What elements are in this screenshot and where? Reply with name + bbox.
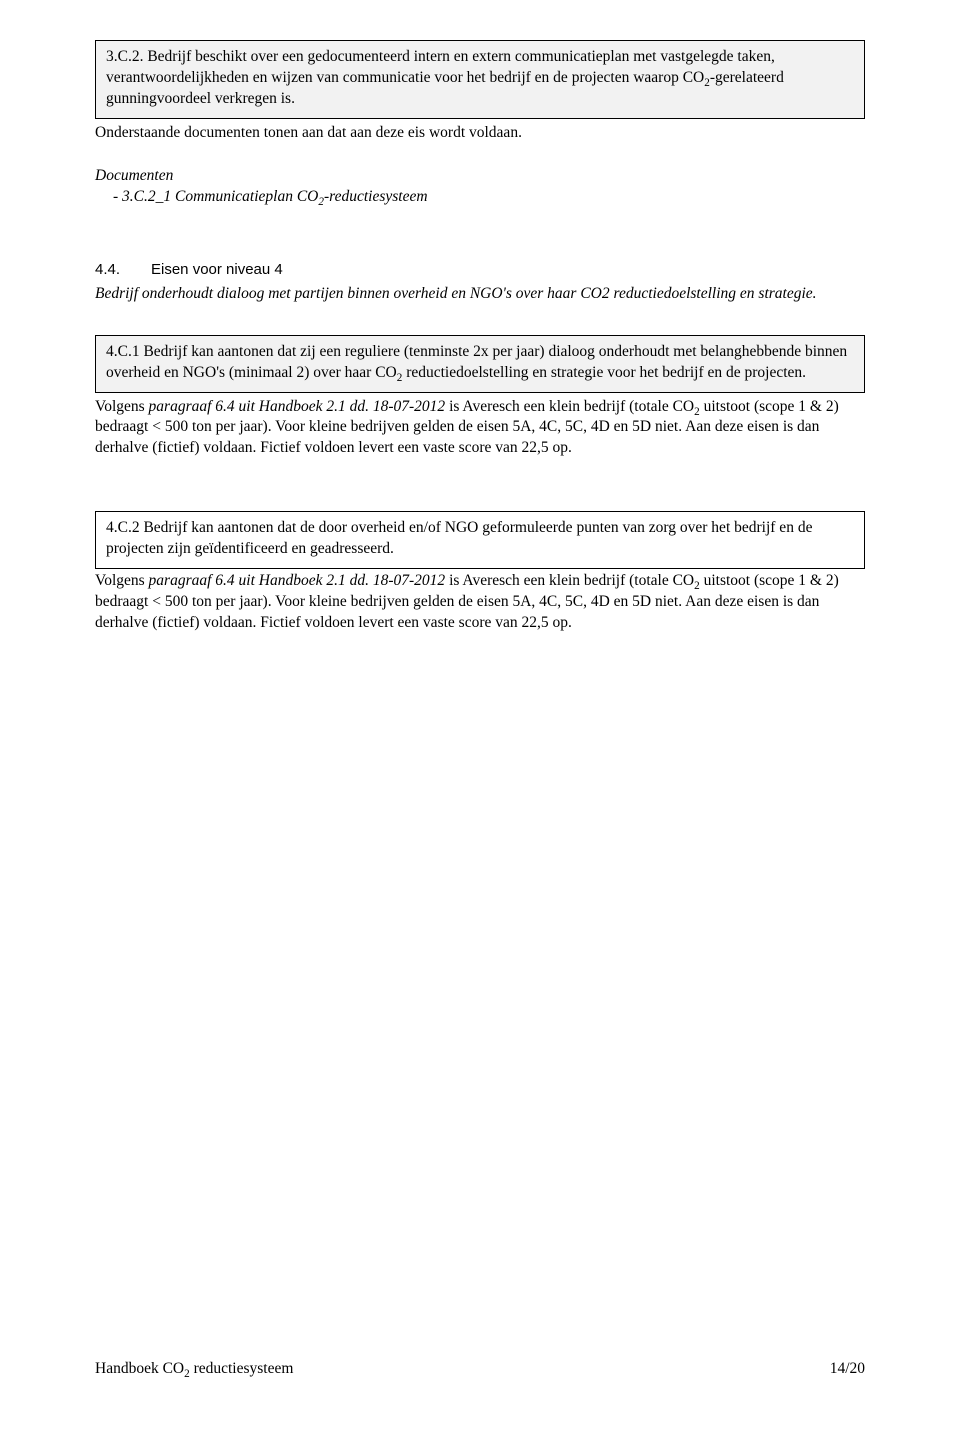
section-44-heading: 4.4.Eisen voor niveau 4	[95, 260, 865, 280]
documents-heading: Documenten	[95, 166, 865, 187]
requirement-3c2-text: 3.C.2. Bedrijf beschikt over een gedocum…	[106, 48, 784, 107]
page-footer: Handboek CO2 reductiesysteem 14/20	[95, 1359, 865, 1380]
requirement-4c1-text: 4.C.1 Bedrijf kan aantonen dat zij een r…	[106, 343, 847, 381]
section-44-desc: Bedrijf onderhoudt dialoog met partijen …	[95, 284, 865, 305]
footer-left: Handboek CO2 reductiesysteem	[95, 1359, 293, 1380]
para-after-4c1: Volgens paragraaf 6.4 uit Handboek 2.1 d…	[95, 397, 865, 460]
section-44-num: 4.4.	[95, 260, 151, 280]
para-after-3c2: Onderstaande documenten tonen aan dat aa…	[95, 123, 865, 144]
para-4c1-b: paragraaf 6.4 uit Handboek 2.1 dd. 18-07…	[149, 398, 446, 415]
footer-right: 14/20	[830, 1359, 865, 1380]
requirement-box-4c1: 4.C.1 Bedrijf kan aantonen dat zij een r…	[95, 335, 865, 393]
section-44-title: Eisen voor niveau 4	[151, 261, 283, 278]
para-4c2-a: Volgens	[95, 572, 149, 589]
requirement-4c2-text: 4.C.2 Bedrijf kan aantonen dat de door o…	[106, 519, 812, 557]
para-4c2-b: paragraaf 6.4 uit Handboek 2.1 dd. 18-07…	[149, 572, 446, 589]
requirement-box-3c2: 3.C.2. Bedrijf beschikt over een gedocum…	[95, 40, 865, 119]
requirement-box-4c2: 4.C.2 Bedrijf kan aantonen dat de door o…	[95, 511, 865, 569]
para-4c1-a: Volgens	[95, 398, 149, 415]
documents-item: - 3.C.2_1 Communicatieplan CO2-reducties…	[95, 187, 865, 208]
para-after-4c2: Volgens paragraaf 6.4 uit Handboek 2.1 d…	[95, 571, 865, 634]
